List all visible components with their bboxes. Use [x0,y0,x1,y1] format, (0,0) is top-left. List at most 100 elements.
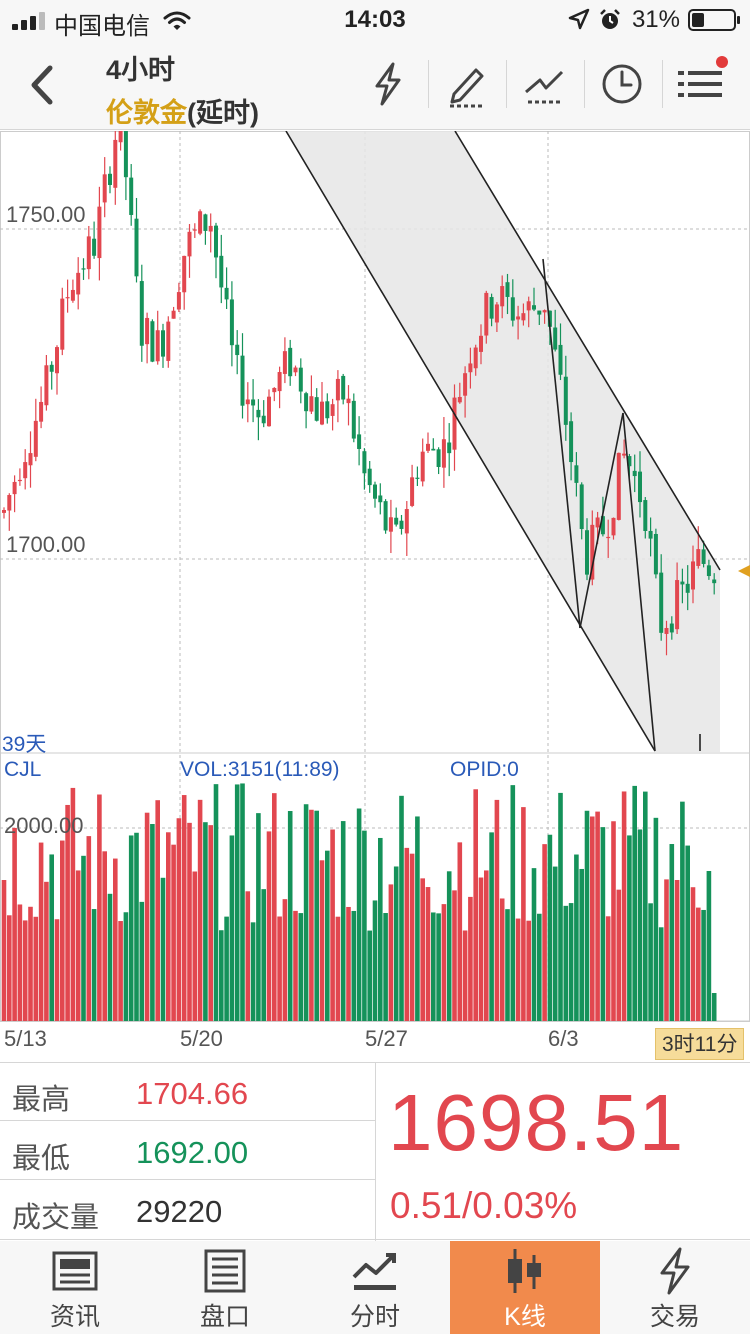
tab-trade[interactable]: 交易 [600,1241,750,1334]
candle-body [669,623,674,633]
news-icon [52,1251,98,1291]
tab-label: K线 [504,1303,546,1331]
channel-fill [286,131,720,753]
battery-percent: 31% [631,6,680,33]
zigzag-line [622,412,656,752]
volume-bar [436,913,441,1021]
candle-body [627,456,632,467]
candle-body [563,376,568,425]
candle-body [240,355,245,406]
candle-body [335,378,340,401]
toolbar-divider [428,60,429,108]
volume-bar [685,845,690,1021]
volume-indicator-name[interactable]: CJL [4,758,42,781]
kline-chart[interactable]: 1750.00 1700.00 39天 CJL VOL:3151(11:89) … [0,131,750,1061]
volume-bar [473,789,478,1021]
candle-body [585,530,589,575]
volume-bar [611,821,616,1021]
candle-body [653,533,658,575]
tab-timeshare[interactable]: 分时 [300,1241,450,1334]
candle-body [39,401,44,422]
volume-bar [7,915,12,1021]
flash-icon[interactable] [360,58,416,110]
candle-body [420,451,425,482]
toolbar-divider [506,60,507,108]
volume-bar [272,793,277,1021]
volume-bar [86,836,92,1021]
tab-kline[interactable]: K线 [450,1241,600,1334]
tab-orderbook[interactable]: 盘口 [150,1241,300,1334]
candle-body [526,301,531,311]
candle-body [113,139,118,188]
candle-body [49,364,54,372]
candle-body [245,399,250,405]
clock-icon[interactable] [594,58,650,110]
volume-bar [70,787,76,1021]
candle-body [150,321,155,362]
candle-body [659,572,664,633]
volume-bar [298,913,304,1021]
candle-body [410,477,415,506]
candle-body [176,292,181,310]
tab-news[interactable]: 资讯 [0,1241,150,1334]
volume-bar [574,854,579,1021]
volume-bar [462,930,468,1021]
candle-body [44,365,49,406]
volume-bar [431,912,436,1021]
volume-bar [531,868,537,1021]
candle-body [558,344,563,375]
volume-bar [468,896,473,1021]
volume-bar [256,813,261,1021]
tab-label: 交易 [649,1303,700,1331]
volume-bar [669,844,675,1021]
volume-bar [28,906,33,1021]
volume-bar [12,827,17,1021]
candle-body [463,373,468,396]
candle-body [701,549,706,564]
volume-bar [446,871,452,1021]
volume-bar [351,910,357,1021]
volume-bar [187,822,192,1021]
candle-body [494,304,499,323]
volume-bar [415,816,420,1021]
volume-bar [245,891,251,1021]
trendline-icon[interactable] [516,58,572,110]
candle-body [680,581,685,585]
volume-bar [107,893,113,1021]
candle-body [187,231,192,257]
volume-bar [637,829,643,1021]
volume-bar [658,927,664,1021]
back-button[interactable] [20,60,70,110]
candle-body [229,299,234,346]
volume-bar [425,887,431,1021]
volume-bar [123,912,129,1021]
draw-pen-icon[interactable] [438,58,494,110]
candle-body [638,471,642,503]
candle-body [367,468,372,486]
menu-button[interactable] [674,56,730,110]
candle-body [404,509,409,534]
volume-bar [250,922,256,1021]
candle-body [696,549,701,566]
candle-body [441,439,446,468]
candle-body [325,401,330,419]
candle-body [373,484,377,499]
volume-bar [494,799,500,1021]
candle-body [251,399,256,406]
candle-body [521,313,526,321]
volume-bar [176,818,182,1021]
candle-body [288,347,293,377]
candle-body [479,335,483,352]
candle-body [399,520,404,529]
candle-body [314,397,319,421]
volume-bar [701,909,706,1021]
volume-bar [552,866,558,1021]
volume-bar [224,916,229,1021]
kline-icon [508,1249,541,1293]
volume-bar [653,817,659,1021]
candlestick-chart[interactable] [0,131,750,1061]
volume-bar [499,898,505,1021]
volume-bar [643,791,648,1021]
candle-body [161,330,165,357]
candle-body [272,387,277,393]
